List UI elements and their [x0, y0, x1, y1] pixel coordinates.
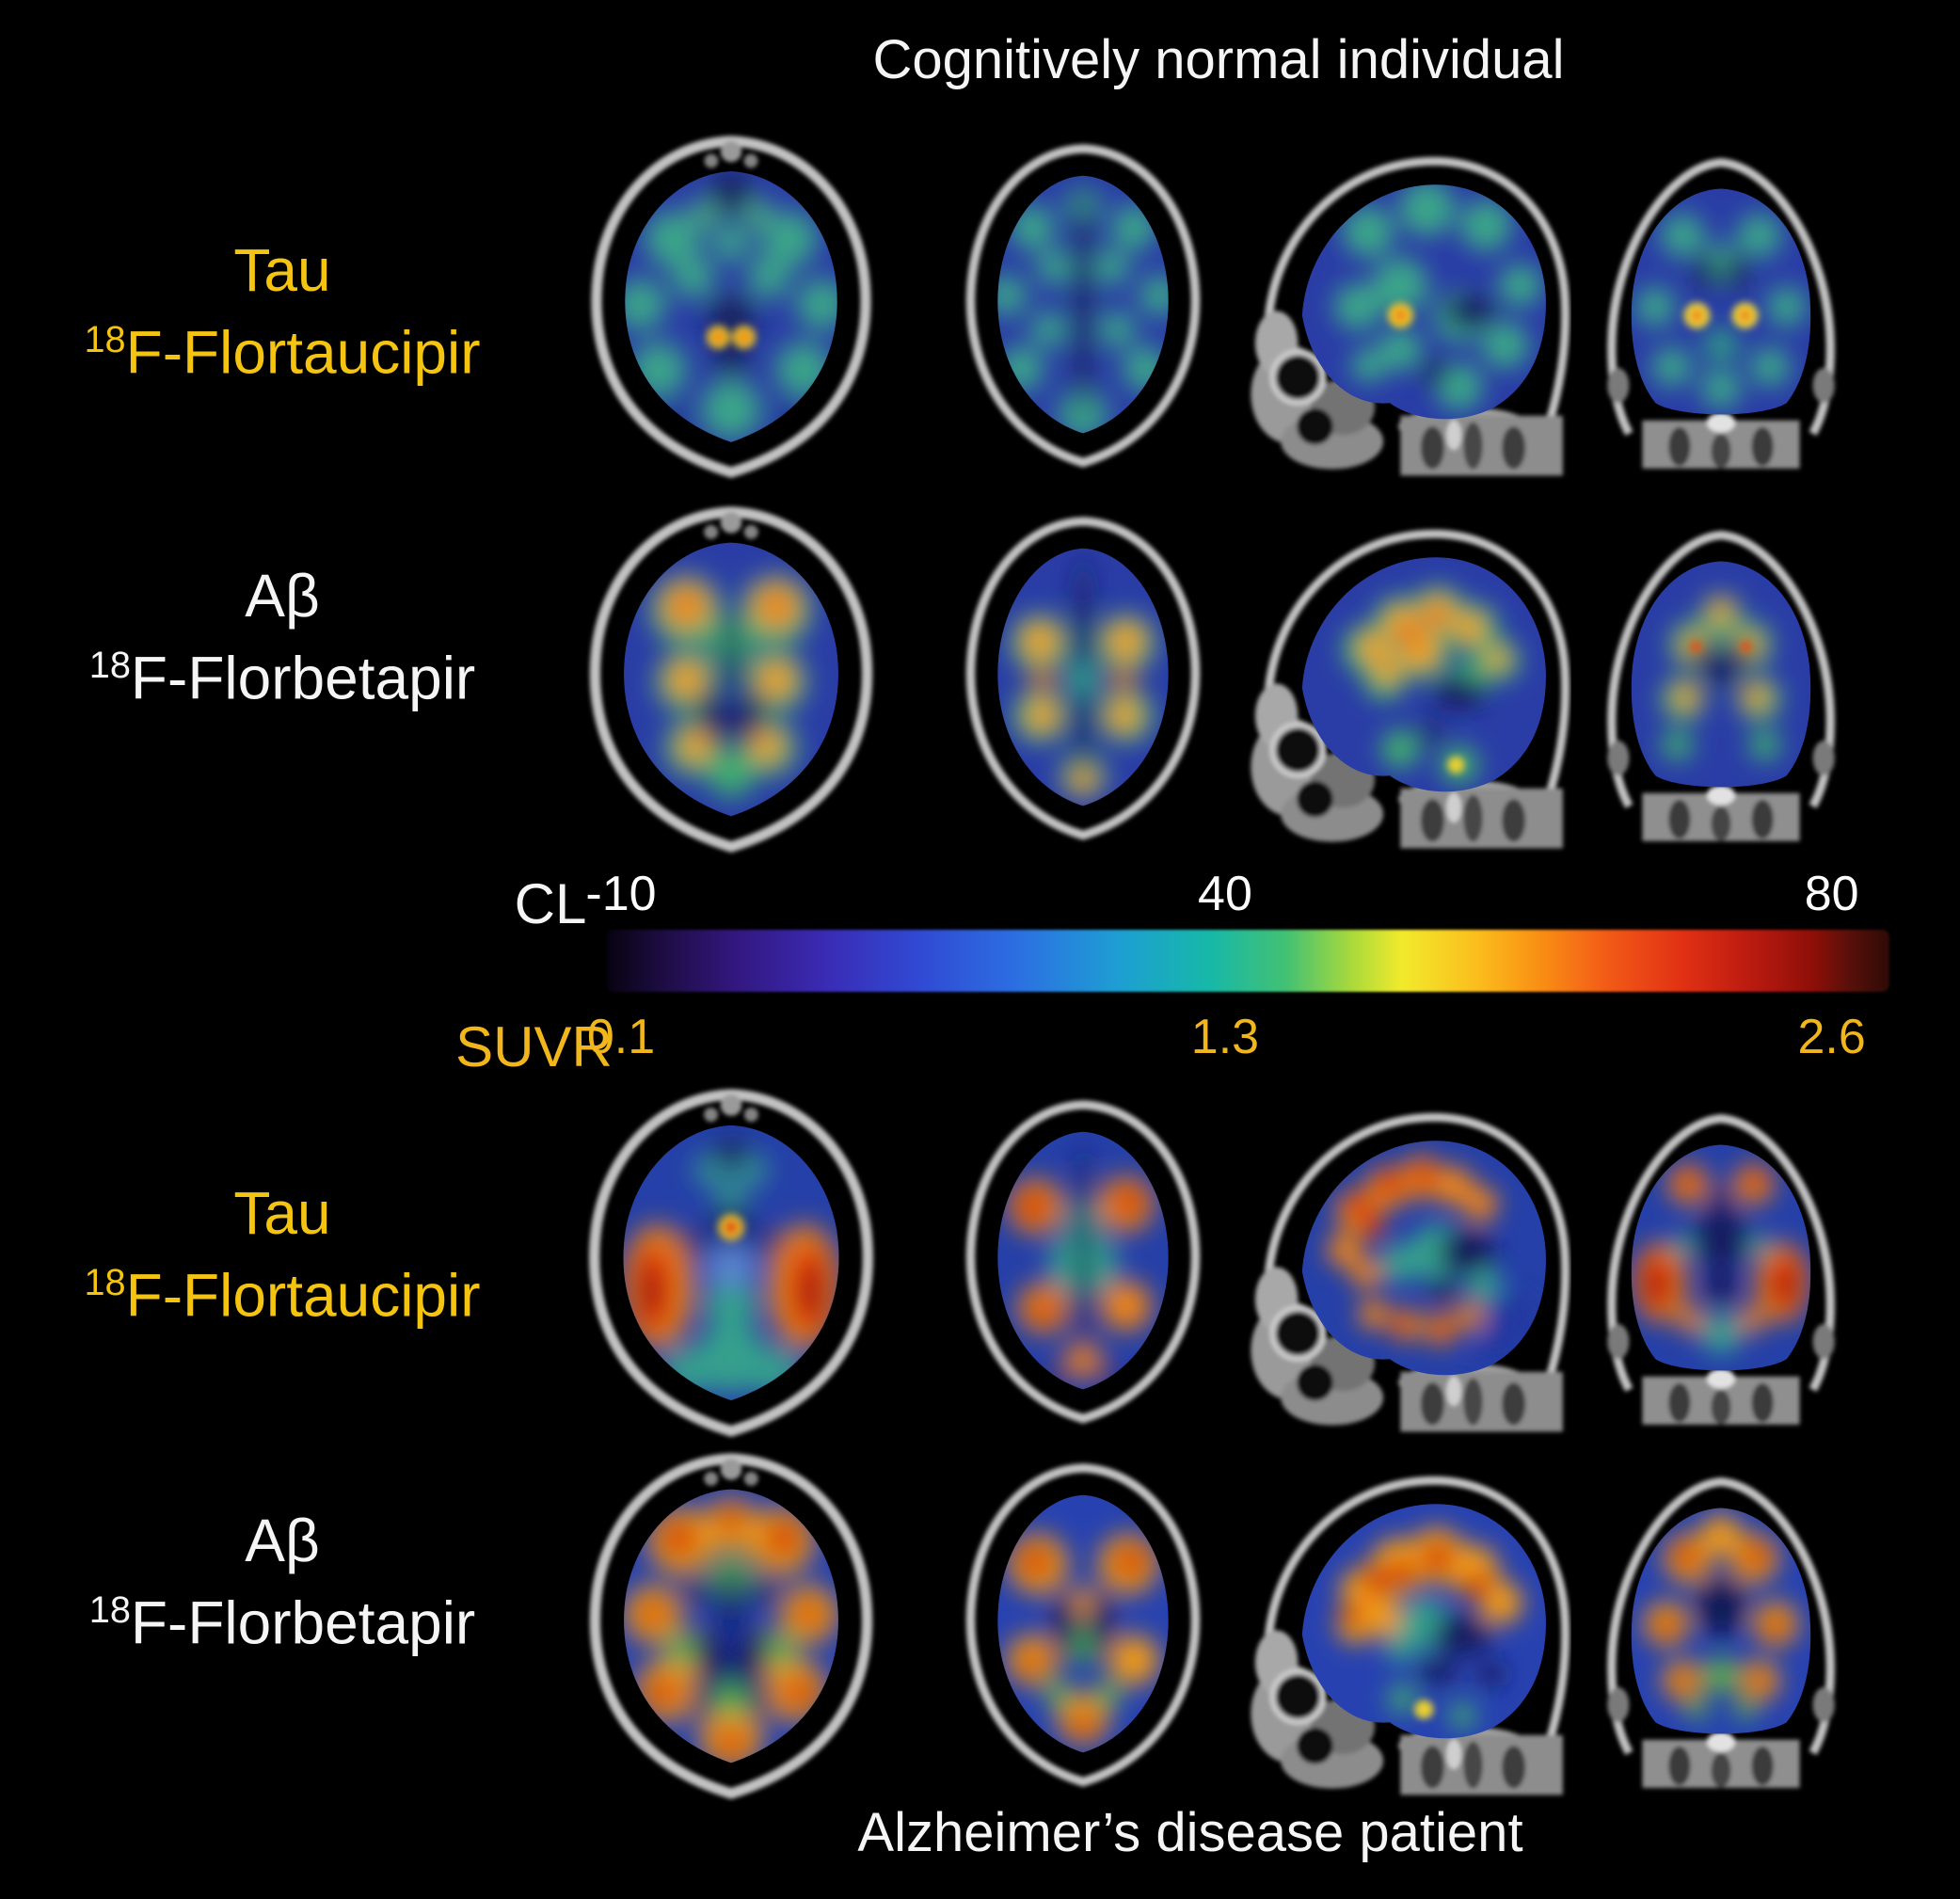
pet-overlay — [1633, 1164, 1809, 1354]
scan-cn-tau-axial-inferior — [553, 132, 909, 482]
scan-cn-tau-coronal — [1579, 132, 1863, 482]
row-label-ad-abeta: Aβ 18F-Florbetapir — [14, 1506, 550, 1657]
pet-overlay — [1333, 184, 1542, 411]
bottom-title: Alzheimer’s disease patient — [857, 1802, 1523, 1863]
scan-cn-abeta-axial-inferior — [553, 503, 909, 856]
scan-ad-abeta-sagittal — [1240, 1449, 1571, 1803]
row-label-target: Aβ — [245, 1507, 320, 1574]
scan-ad-tau-sagittal — [1240, 1078, 1571, 1447]
suvr-tick-row: 0.1 1.3 2.6 — [587, 1009, 1889, 1067]
row-label-tracer: 18F-Florbetapir — [88, 644, 476, 712]
row-label-tracer: 18F-Florbetapir — [88, 1588, 476, 1657]
scan-ad-tau-axial-inferior — [553, 1078, 909, 1447]
scan-ad-abeta-coronal — [1579, 1449, 1863, 1803]
pet-overlay — [997, 183, 1169, 434]
row-label-cn-abeta: Aβ 18F-Florbetapir — [14, 561, 550, 712]
pet-overlay — [1661, 594, 1781, 760]
row-label-target: Tau — [233, 236, 331, 304]
pet-overlay — [650, 575, 812, 798]
pet-overlay — [1336, 1527, 1522, 1730]
colorbar-gradient — [607, 930, 1889, 992]
pet-overlay — [1343, 585, 1521, 785]
scan-cn-abeta-coronal — [1579, 503, 1863, 856]
scan-cn-abeta-sagittal — [1240, 503, 1571, 856]
pet-overlay — [1644, 1514, 1798, 1719]
scan-ad-abeta-axial-inferior — [553, 1449, 909, 1803]
suvr-label: SUVR — [455, 1015, 613, 1078]
suvr-tick: 0.1 — [586, 1010, 656, 1064]
scan-ad-abeta-axial-superior — [936, 1449, 1230, 1803]
pet-overlay — [1635, 214, 1807, 409]
cl-tick: 40 — [1198, 867, 1252, 921]
top-title: Cognitively normal individual — [872, 29, 1565, 90]
pet-overlay — [1008, 1144, 1154, 1387]
cl-tick: 80 — [1804, 867, 1859, 921]
cl-label: CL — [514, 872, 587, 935]
pet-overlay — [625, 1498, 837, 1763]
pet-overlay — [625, 171, 837, 442]
scan-cn-tau-axial-superior — [936, 132, 1230, 482]
row-label-tracer: 18F-Flortaucipir — [84, 318, 481, 387]
scan-ad-tau-axial-superior — [936, 1078, 1230, 1447]
suvr-tick: 1.3 — [1190, 1010, 1260, 1064]
row-label-target: Aβ — [245, 562, 320, 630]
row-label-target: Tau — [233, 1179, 331, 1247]
scan-ad-tau-coronal — [1579, 1078, 1863, 1447]
scan-cn-abeta-axial-superior — [936, 503, 1230, 856]
row-label-tracer: 18F-Flortaucipir — [84, 1261, 481, 1330]
cl-tick: -10 — [585, 867, 657, 921]
row-label-ad-tau: Tau 18F-Flortaucipir — [14, 1178, 550, 1330]
pet-overlay — [623, 1139, 839, 1396]
cl-tick-row: -10 40 80 — [585, 866, 1889, 924]
row-label-cn-tau: Tau 18F-Flortaucipir — [14, 235, 550, 387]
scan-cn-tau-sagittal — [1240, 132, 1571, 482]
pet-overlay — [1011, 555, 1155, 798]
pet-overlay — [1007, 1534, 1159, 1744]
suvr-tick: 2.6 — [1797, 1010, 1866, 1064]
pet-overlay — [1328, 1156, 1537, 1366]
